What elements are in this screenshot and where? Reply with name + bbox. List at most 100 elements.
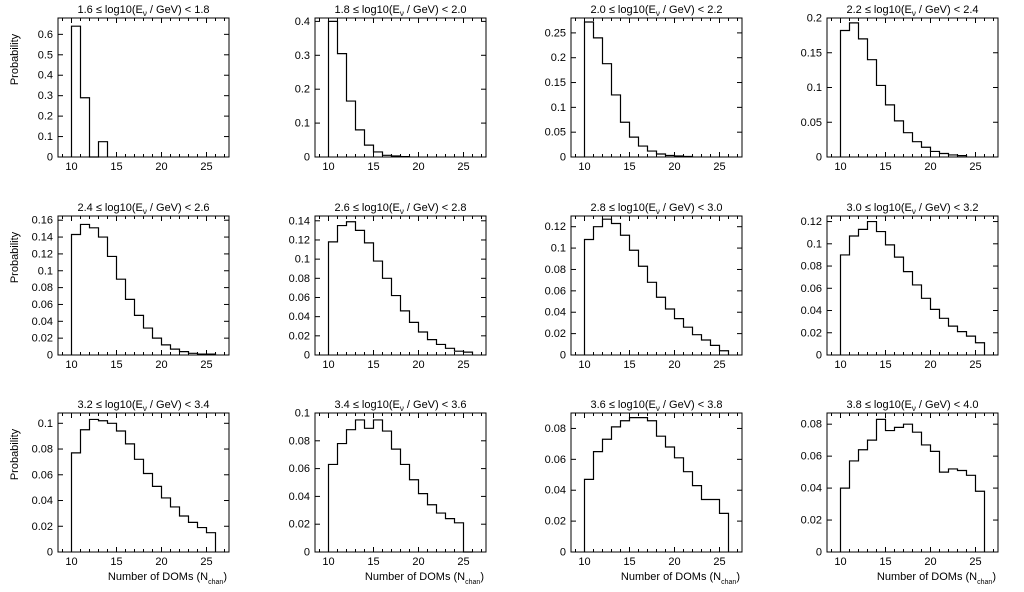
x-tick-label: 15 <box>879 556 891 568</box>
histogram-bin <box>198 528 207 552</box>
histogram-bin <box>171 507 180 552</box>
histogram-outline <box>70 223 217 355</box>
histogram-bin <box>859 229 868 355</box>
histogram-bin <box>940 154 949 157</box>
histogram-bin <box>207 354 216 355</box>
histogram-bin <box>189 353 198 355</box>
x-tick-label: 20 <box>668 556 680 568</box>
x-tick-label: 25 <box>457 556 469 568</box>
histogram-bin <box>189 522 198 552</box>
histogram-bin <box>365 428 374 552</box>
histogram-bin <box>153 486 162 552</box>
panel-title: 3.6 ≤ log10(Eν / GeV) < 3.8 <box>590 399 722 413</box>
x-tick-label: 25 <box>713 556 725 568</box>
histogram-bin <box>621 421 630 552</box>
histogram-bin <box>684 472 693 552</box>
y-tick-label: 0.16 <box>32 215 53 227</box>
y-tick-label: 0 <box>47 152 53 164</box>
histogram-bin <box>666 309 675 355</box>
x-tick-label: 15 <box>623 556 635 568</box>
y-tick-label: 0.08 <box>289 273 310 285</box>
histogram-bin <box>630 250 639 355</box>
histogram-bin <box>675 319 684 355</box>
histogram-bin <box>868 60 877 157</box>
histogram-bin <box>419 494 428 552</box>
y-tick-label: 0.2 <box>807 13 822 25</box>
histogram-bin <box>72 235 81 355</box>
histogram-bin <box>976 343 985 355</box>
histogram-bin <box>949 469 958 552</box>
y-tick-label: 0.06 <box>801 451 822 463</box>
x-axis-label: Number of DOMs (Nchan) <box>365 571 484 586</box>
histogram-bin <box>693 335 702 355</box>
histogram-bin <box>922 147 931 157</box>
y-tick-label: 0.2 <box>38 111 53 123</box>
histogram-bin <box>958 156 967 157</box>
y-tick-label: 0.4 <box>295 16 310 28</box>
y-tick-label: 0.2 <box>551 52 566 64</box>
histogram-bin <box>585 479 594 552</box>
x-tick-label: 10 <box>65 359 77 371</box>
x-tick-label: 25 <box>200 359 212 371</box>
x-tick-label: 15 <box>367 556 379 568</box>
histogram-bin <box>437 513 446 552</box>
y-tick-label: 0.06 <box>545 454 566 466</box>
histogram-bin <box>639 266 648 355</box>
histogram-panel-2: 1.8 ≤ log10(Eν / GeV) < 2.0 0 0.1 0.2 0.3 0.4… <box>295 4 487 173</box>
histogram-bin <box>720 351 729 355</box>
histogram-bin <box>90 228 99 355</box>
y-tick-label: 0.1 <box>38 131 53 143</box>
histogram-bin <box>171 349 180 355</box>
x-tick-label: 25 <box>969 359 981 371</box>
histogram-bin <box>949 326 958 355</box>
y-tick-label: 0.08 <box>32 282 53 294</box>
histogram-bin <box>904 272 913 355</box>
x-axis-label: Number of DOMs (Nchan) <box>108 571 227 586</box>
y-tick-label: 0.04 <box>801 305 822 317</box>
y-tick-label: 0 <box>816 152 822 164</box>
y-tick-label: 0.02 <box>801 515 822 527</box>
y-tick-label: 0 <box>304 350 310 362</box>
x-tick-label: 15 <box>110 161 122 173</box>
histogram-panel-4: 2.2 ≤ log10(Eν / GeV) < 2.4 0 0.05 0.1 0.15 0… <box>801 4 999 173</box>
histogram-bin <box>428 505 437 552</box>
histogram-outline <box>839 220 986 355</box>
histogram-bin <box>612 223 621 355</box>
histogram-bin <box>410 480 419 552</box>
histogram-panel-10: 3.4 ≤ log10(Eν / GeV) < 3.6 0 0.02 0.04 0.06… <box>289 399 487 586</box>
histogram-bin <box>850 23 859 157</box>
histogram-bin <box>913 432 922 552</box>
histogram-bin <box>117 279 126 355</box>
x-tick-label: 25 <box>969 161 981 173</box>
histogram-outline <box>327 419 473 553</box>
y-tick-label: 0.04 <box>289 311 310 323</box>
histogram-bin <box>913 285 922 355</box>
histogram-bin <box>859 450 868 552</box>
x-axis-label: Number of DOMs (Nchan) <box>877 571 996 586</box>
x-tick-label: 10 <box>578 359 590 371</box>
histogram-panel-6: 2.6 ≤ log10(Eν / GeV) < 2.8 0 0.02 0.04 0.06… <box>289 202 487 371</box>
histogram-bin <box>383 155 392 157</box>
panel-title: 3.4 ≤ log10(Eν / GeV) < 3.6 <box>334 399 466 413</box>
x-tick-label: 10 <box>322 161 334 173</box>
x-tick-label: 20 <box>412 556 424 568</box>
y-tick-label: 0 <box>560 152 566 164</box>
histogram-bin <box>162 498 171 552</box>
y-tick-label: 0.08 <box>801 419 822 431</box>
y-tick-label: 0.14 <box>289 215 310 227</box>
y-tick-label: 0.02 <box>289 519 310 531</box>
histogram-panel-9: 3.2 ≤ log10(Eν / GeV) < 3.4 0 0.02 0.04 0.06… <box>9 399 230 586</box>
histogram-bin <box>904 424 913 552</box>
y-tick-label: 0 <box>47 350 53 362</box>
panel-title: 1.6 ≤ log10(Eν / GeV) < 1.8 <box>77 4 209 18</box>
histogram-bin <box>895 121 904 157</box>
histogram-bin <box>711 345 720 355</box>
y-tick-label: 0.1 <box>295 254 310 266</box>
x-tick-label: 25 <box>200 161 212 173</box>
histogram-bin <box>455 523 464 552</box>
y-tick-label: 0.25 <box>545 27 566 39</box>
histogram-bin <box>648 151 657 157</box>
histogram-bin <box>639 418 648 552</box>
histogram-bin <box>419 332 428 355</box>
y-tick-label: 0 <box>304 547 310 559</box>
